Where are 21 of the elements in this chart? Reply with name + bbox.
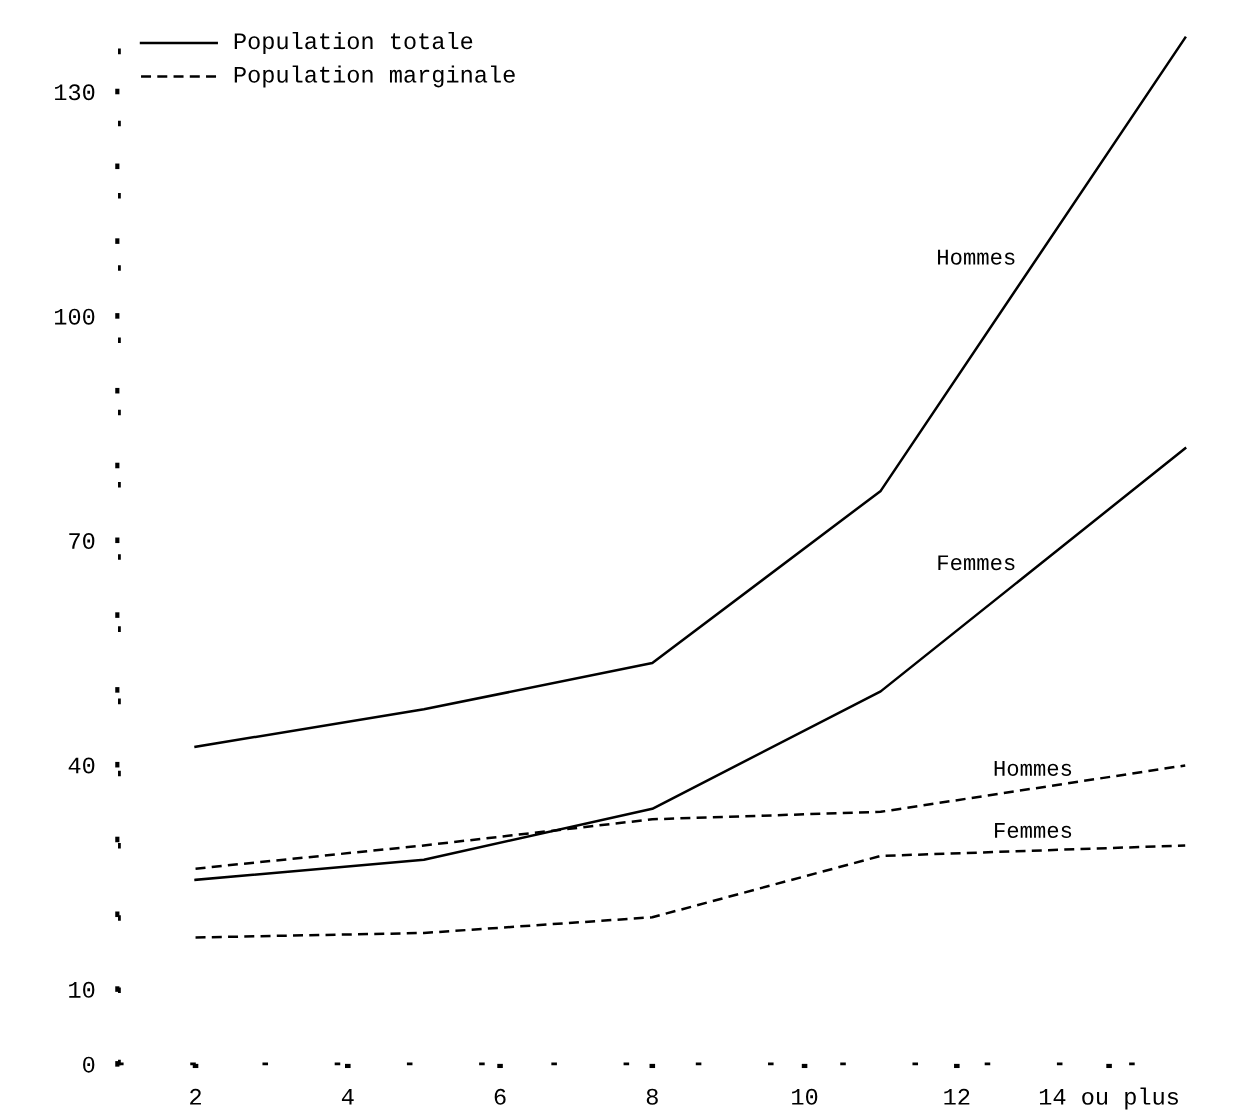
y-tick-label: 0: [83, 1056, 95, 1073]
y-tick-label: 130: [55, 84, 95, 101]
x-tick-label: 14 ou plus: [1039, 1087, 1178, 1110]
x-tick-label: 8: [646, 1088, 658, 1105]
y-tick-label: 70: [69, 533, 95, 550]
x-tick-label: 6: [494, 1088, 506, 1105]
x-tick-label: 4: [341, 1089, 354, 1105]
line-series: [194, 447, 1187, 882]
series-label: Hommes: [994, 761, 1072, 776]
annotation: Population totale: [234, 31, 473, 54]
series-label: Hommes: [938, 249, 1015, 265]
y-tick-label: 10: [69, 981, 95, 998]
x-tick-label: 10: [792, 1088, 818, 1105]
series-label: Femmes: [938, 555, 1015, 571]
y-tick-label: 100: [55, 308, 95, 325]
line-series: [194, 844, 1187, 939]
x-tick-label: 12: [944, 1088, 970, 1105]
annotation: Population marginale: [234, 65, 515, 88]
x-tick-label: 2: [190, 1088, 201, 1105]
y-tick-label: 40: [68, 757, 95, 774]
series-label: Femmes: [995, 823, 1072, 838]
